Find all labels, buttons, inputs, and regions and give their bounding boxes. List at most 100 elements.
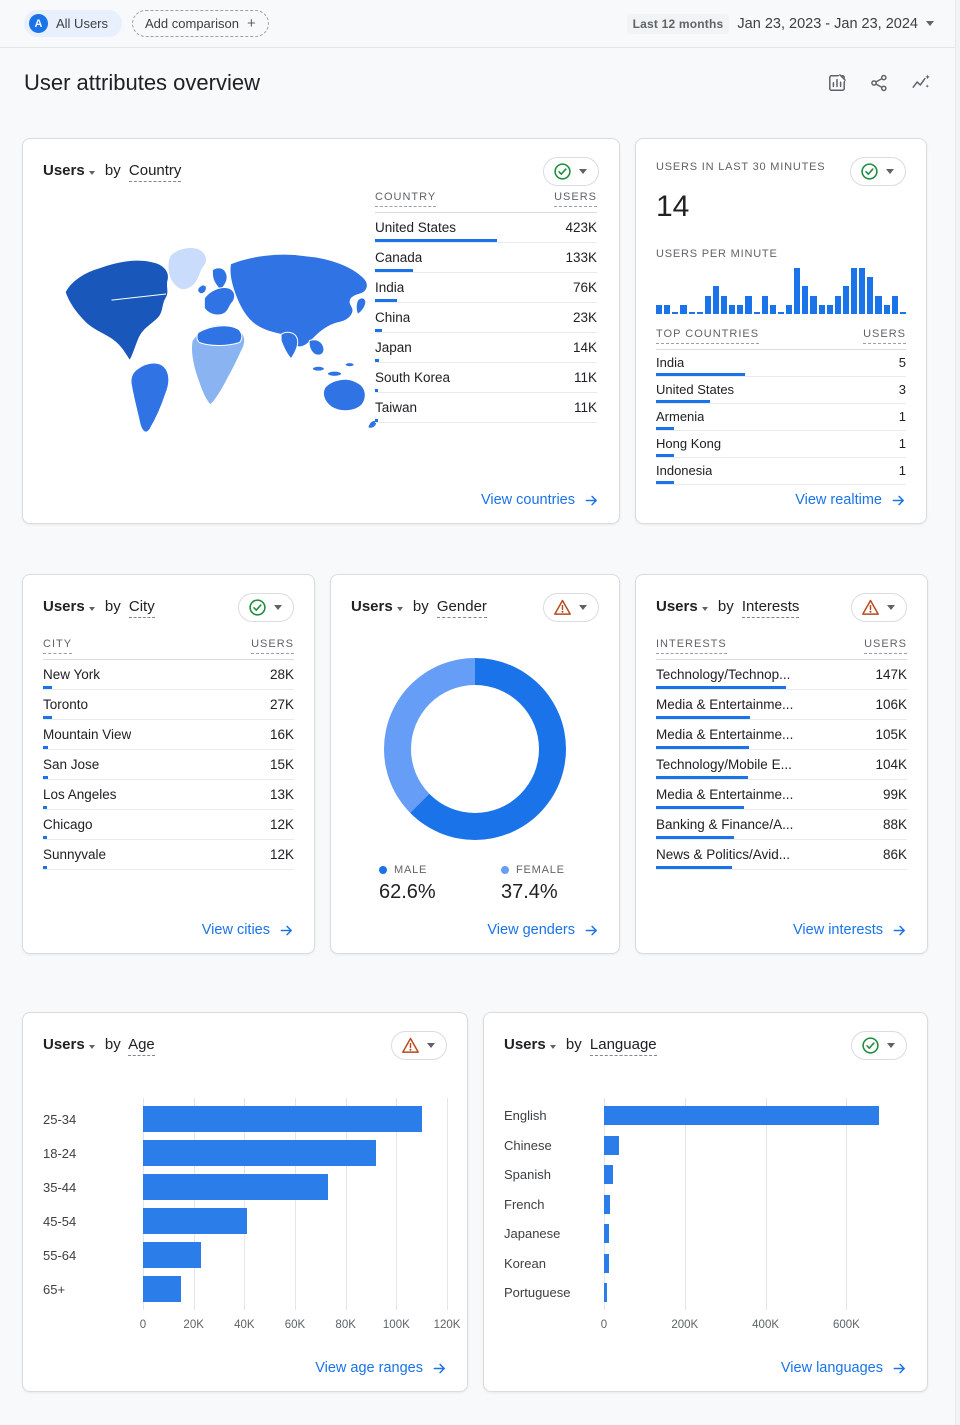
view-age-ranges-link[interactable]: View age ranges <box>315 1360 447 1376</box>
segment-avatar: A <box>29 14 48 33</box>
gender-legend: MALE 62.6% FEMALE 37.4% <box>351 864 599 904</box>
value-bar <box>375 359 380 362</box>
data-quality-badge-ok[interactable] <box>850 157 906 186</box>
value-bar <box>656 686 787 689</box>
table-row: United States 3 <box>656 377 906 404</box>
world-map <box>64 247 378 433</box>
sparkline-bar <box>818 304 825 314</box>
value-bar <box>43 686 53 689</box>
table-row: Los Angeles 13K <box>43 780 294 810</box>
sparkline-bar <box>899 312 906 314</box>
view-realtime-link[interactable]: View realtime <box>795 492 906 508</box>
metric-selector[interactable]: Users <box>504 1036 546 1053</box>
metric-selector[interactable]: Users <box>656 598 698 615</box>
dimension-selector[interactable]: Country <box>128 162 182 182</box>
sparkline-bar <box>729 304 736 314</box>
check-circle-icon <box>861 163 878 180</box>
table-row: South Korea 11K <box>375 363 597 393</box>
table-row: Hong Kong 1 <box>656 431 906 458</box>
insights-icon[interactable] <box>910 72 932 94</box>
language-bar-chart: English Chinese Spanish French Japanese Korea… <box>504 1098 907 1331</box>
column-header[interactable]: USERS <box>251 638 294 654</box>
date-range-text: Jan 23, 2023 - Jan 23, 2024 <box>737 15 918 32</box>
category-label: 18-24 <box>43 1145 77 1161</box>
sparkline-bar <box>834 295 841 314</box>
view-languages-link[interactable]: View languages <box>781 1360 907 1376</box>
sparkline-bar <box>704 295 711 314</box>
data-quality-badge-ok[interactable] <box>543 157 599 186</box>
check-circle-icon <box>862 1037 879 1054</box>
scrollbar[interactable] <box>955 0 960 1425</box>
metric-selector[interactable]: Users <box>43 162 85 179</box>
bar <box>604 1165 614 1184</box>
column-header[interactable]: COUNTRY <box>375 191 437 207</box>
column-header[interactable]: TOP COUNTRIES <box>656 328 760 344</box>
data-quality-badge-ok[interactable] <box>238 593 294 622</box>
add-comparison-button[interactable]: Add comparison + <box>132 10 269 37</box>
category-label: English <box>504 1108 547 1123</box>
category-label: 35-44 <box>43 1179 77 1195</box>
data-quality-badge-warning[interactable] <box>543 593 599 622</box>
table-row: Media & Entertainme... 106K <box>656 690 907 720</box>
segment-chip-all-users[interactable]: A All Users <box>24 10 123 37</box>
dimension-selector[interactable]: Gender <box>436 598 487 618</box>
dimension-selector[interactable]: City <box>128 598 155 618</box>
dimension-selector[interactable]: Language <box>589 1036 657 1056</box>
axis-tick-label: 80K <box>335 1319 356 1331</box>
card-title: Users by City <box>43 593 155 618</box>
table-row: Indonesia 1 <box>656 458 906 485</box>
value-bar <box>375 329 382 332</box>
data-quality-badge-ok[interactable] <box>851 1031 907 1060</box>
card-users-by-country: Users by Country <box>22 138 620 524</box>
bar <box>143 1276 181 1302</box>
bar <box>604 1224 610 1243</box>
bar <box>143 1174 328 1200</box>
share-icon[interactable] <box>868 72 890 94</box>
bar <box>143 1106 422 1132</box>
arrow-right-icon <box>280 925 292 935</box>
legend-female: FEMALE 37.4% <box>477 864 599 904</box>
metric-selector[interactable]: Users <box>351 598 393 615</box>
axis-tick-label: 600K <box>832 1319 860 1331</box>
axis-tick-label: 400K <box>752 1319 780 1331</box>
dimension-selector[interactable]: Age <box>128 1036 155 1056</box>
bar <box>143 1208 247 1234</box>
column-header[interactable]: USERS <box>554 191 597 207</box>
table-row: News & Politics/Avid... 86K <box>656 840 907 870</box>
realtime-title: USERS IN LAST 30 MINUTES <box>656 161 826 173</box>
column-header[interactable]: INTERESTS <box>656 638 727 654</box>
customize-report-icon[interactable] <box>826 72 848 94</box>
column-header[interactable]: CITY <box>43 638 73 654</box>
column-header[interactable]: USERS <box>863 328 906 344</box>
chevron-down-icon <box>579 605 587 610</box>
chevron-down-icon <box>887 605 895 610</box>
category-label: Japanese <box>504 1226 561 1241</box>
dimension-selector[interactable]: Interests <box>741 598 800 618</box>
sparkline-bar <box>810 295 817 314</box>
axis-tick-label: 40K <box>234 1319 255 1331</box>
view-countries-link[interactable]: View countries <box>481 492 599 508</box>
card-realtime: USERS IN LAST 30 MINUTES 14 USERS PER MI… <box>635 138 927 524</box>
data-quality-badge-warning[interactable] <box>391 1031 447 1060</box>
view-cities-link[interactable]: View cities <box>202 922 294 938</box>
chevron-down-icon <box>701 607 708 611</box>
sparkline-bar <box>745 295 752 314</box>
metric-selector[interactable]: Users <box>43 1036 85 1053</box>
value-bar <box>656 427 674 430</box>
axis-tick-label: 60K <box>284 1319 306 1331</box>
column-header[interactable]: USERS <box>864 638 907 654</box>
view-genders-link[interactable]: View genders <box>487 922 599 938</box>
value-bar <box>656 806 744 809</box>
sparkline-bar <box>786 304 793 314</box>
view-interests-link[interactable]: View interests <box>793 922 907 938</box>
value-bar <box>43 866 47 869</box>
category-label: Korean <box>504 1255 546 1271</box>
date-range-picker[interactable]: Last 12 months Jan 23, 2023 - Jan 23, 20… <box>626 13 934 34</box>
table-row: United States 423K <box>375 213 597 243</box>
category-label: French <box>504 1196 545 1212</box>
category-label: 65+ <box>43 1281 66 1297</box>
female-percentage: 37.4% <box>501 881 558 903</box>
metric-selector[interactable]: Users <box>43 598 85 615</box>
plus-icon: + <box>246 15 256 32</box>
data-quality-badge-warning[interactable] <box>851 593 907 622</box>
